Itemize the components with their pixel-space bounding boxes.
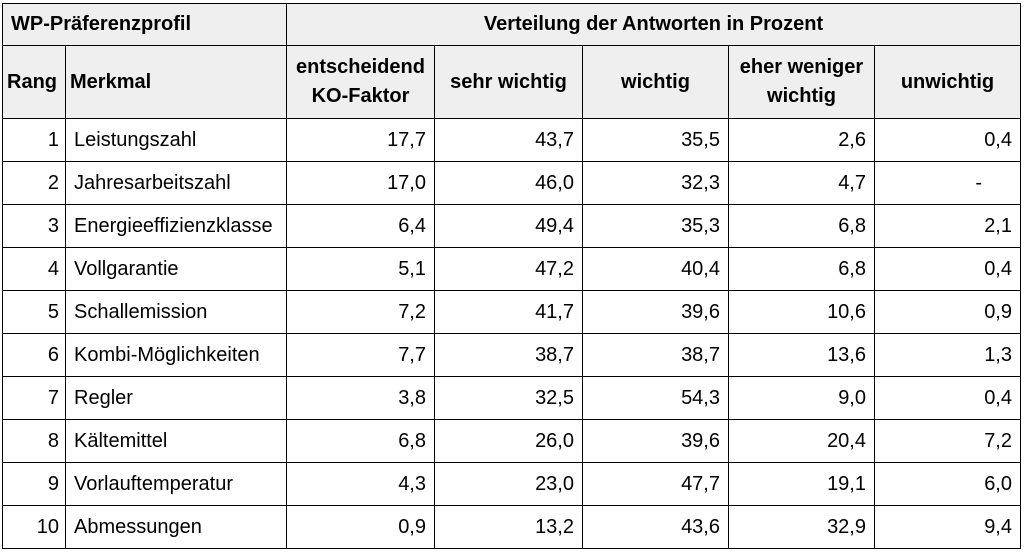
profile-title: WP-Präferenzprofil xyxy=(2,3,287,46)
very-important-cell: 32,5 xyxy=(434,376,583,420)
table-row: 10 Abmessungen 0,9 13,2 43,6 32,9 9,4 xyxy=(2,505,1021,549)
very-important-cell: 38,7 xyxy=(434,333,583,377)
column-header-unimportant: unwichtig xyxy=(874,45,1021,119)
decisive-cell: 4,3 xyxy=(286,462,435,506)
rank-cell: 5 xyxy=(2,290,66,334)
rank-cell: 7 xyxy=(2,376,66,420)
table-row: 3 Energieeffizienzklasse 6,4 49,4 35,3 6,8 2,1 xyxy=(2,204,1021,248)
table-row: 7 Regler 3,8 32,5 54,3 9,0 0,4 xyxy=(2,376,1021,420)
decisive-cell: 7,2 xyxy=(286,290,435,334)
rank-cell: 8 xyxy=(2,419,66,463)
rank-cell: 1 xyxy=(2,118,66,162)
column-header-less-important-line1: eher weniger xyxy=(739,56,864,78)
table-row: 6 Kombi-Möglichkeiten 7,7 38,7 38,7 13,6 1,3 xyxy=(2,333,1021,377)
unimportant-cell: 0,4 xyxy=(874,118,1021,162)
feature-cell: Energieeffizienzklasse xyxy=(65,204,287,248)
column-header-very-important: sehr wichtig xyxy=(434,45,583,119)
important-cell: 39,6 xyxy=(582,290,729,334)
preference-table: WP-Präferenzprofil Verteilung der Antwor… xyxy=(2,3,1021,549)
unimportant-cell: - xyxy=(874,161,1021,205)
less-important-cell: 6,8 xyxy=(728,204,875,248)
unimportant-cell: 6,0 xyxy=(874,462,1021,506)
feature-cell: Schallemission xyxy=(65,290,287,334)
rank-cell: 4 xyxy=(2,247,66,291)
decisive-cell: 3,8 xyxy=(286,376,435,420)
less-important-cell: 32,9 xyxy=(728,505,875,549)
rank-cell: 3 xyxy=(2,204,66,248)
very-important-cell: 43,7 xyxy=(434,118,583,162)
unimportant-cell: 2,1 xyxy=(874,204,1021,248)
rank-cell: 6 xyxy=(2,333,66,377)
less-important-cell: 19,1 xyxy=(728,462,875,506)
important-cell: 39,6 xyxy=(582,419,729,463)
preference-table-container: WP-Präferenzprofil Verteilung der Antwor… xyxy=(2,3,1021,549)
very-important-cell: 26,0 xyxy=(434,419,583,463)
header-row-columns: Rang Merkmal entscheidend KO-Faktor sehr… xyxy=(2,45,1021,119)
unimportant-cell: 0,4 xyxy=(874,247,1021,291)
important-cell: 54,3 xyxy=(582,376,729,420)
decisive-cell: 17,7 xyxy=(286,118,435,162)
table-row: 2 Jahresarbeitszahl 17,0 46,0 32,3 4,7- xyxy=(2,161,1021,205)
column-header-decisive: entscheidend KO-Faktor xyxy=(286,45,435,119)
decisive-cell: 6,4 xyxy=(286,204,435,248)
table-row: 8 Kältemittel 6,8 26,0 39,6 20,4 7,2 xyxy=(2,419,1021,463)
unimportant-cell: 1,3 xyxy=(874,333,1021,377)
rank-cell: 10 xyxy=(2,505,66,549)
less-important-cell: 9,0 xyxy=(728,376,875,420)
feature-cell: Regler xyxy=(65,376,287,420)
important-cell: 47,7 xyxy=(582,462,729,506)
important-cell: 32,3 xyxy=(582,161,729,205)
rank-cell: 9 xyxy=(2,462,66,506)
table-row: 5 Schallemission 7,2 41,7 39,6 10,6 0,9 xyxy=(2,290,1021,334)
table-row: 1 Leistungszahl 17,7 43,7 35,5 2,6 0,4 xyxy=(2,118,1021,162)
column-header-decisive-line2: KO-Faktor xyxy=(311,85,410,107)
decisive-cell: 5,1 xyxy=(286,247,435,291)
important-cell: 35,5 xyxy=(582,118,729,162)
table-row: 9 Vorlauftemperatur 4,3 23,0 47,7 19,1 6,0 xyxy=(2,462,1021,506)
decisive-cell: 6,8 xyxy=(286,419,435,463)
feature-cell: Vollgarantie xyxy=(65,247,287,291)
column-header-less-important-line2: wichtig xyxy=(767,85,836,107)
column-header-important: wichtig xyxy=(582,45,729,119)
very-important-cell: 41,7 xyxy=(434,290,583,334)
unimportant-cell: 0,9 xyxy=(874,290,1021,334)
column-header-less-important: eher weniger wichtig xyxy=(728,45,875,119)
very-important-cell: 47,2 xyxy=(434,247,583,291)
feature-cell: Jahresarbeitszahl xyxy=(65,161,287,205)
feature-cell: Kältemittel xyxy=(65,419,287,463)
less-important-cell: 13,6 xyxy=(728,333,875,377)
feature-cell: Leistungszahl xyxy=(65,118,287,162)
table-body: 1 Leistungszahl 17,7 43,7 35,5 2,6 0,4 2 Jahresa… xyxy=(2,118,1021,549)
unimportant-cell: 9,4 xyxy=(874,505,1021,549)
important-cell: 35,3 xyxy=(582,204,729,248)
header-row-top: WP-Präferenzprofil Verteilung der Antwor… xyxy=(2,3,1021,46)
table-row: 4 Vollgarantie 5,1 47,2 40,4 6,8 0,4 xyxy=(2,247,1021,291)
decisive-cell: 0,9 xyxy=(286,505,435,549)
important-cell: 43,6 xyxy=(582,505,729,549)
less-important-cell: 4,7 xyxy=(728,161,875,205)
very-important-cell: 13,2 xyxy=(434,505,583,549)
feature-cell: Abmessungen xyxy=(65,505,287,549)
unimportant-cell: 0,4 xyxy=(874,376,1021,420)
distribution-title: Verteilung der Antworten in Prozent xyxy=(286,3,1021,46)
important-cell: 40,4 xyxy=(582,247,729,291)
decisive-cell: 17,0 xyxy=(286,161,435,205)
less-important-cell: 10,6 xyxy=(728,290,875,334)
less-important-cell: 6,8 xyxy=(728,247,875,291)
column-header-feature: Merkmal xyxy=(65,45,287,119)
column-header-decisive-line1: entscheidend xyxy=(296,56,425,78)
very-important-cell: 46,0 xyxy=(434,161,583,205)
feature-cell: Kombi-Möglichkeiten xyxy=(65,333,287,377)
very-important-cell: 49,4 xyxy=(434,204,583,248)
less-important-cell: 2,6 xyxy=(728,118,875,162)
rank-cell: 2 xyxy=(2,161,66,205)
column-header-rank: Rang xyxy=(2,45,66,119)
less-important-cell: 20,4 xyxy=(728,419,875,463)
feature-cell: Vorlauftemperatur xyxy=(65,462,287,506)
unimportant-cell: 7,2 xyxy=(874,419,1021,463)
important-cell: 38,7 xyxy=(582,333,729,377)
very-important-cell: 23,0 xyxy=(434,462,583,506)
decisive-cell: 7,7 xyxy=(286,333,435,377)
